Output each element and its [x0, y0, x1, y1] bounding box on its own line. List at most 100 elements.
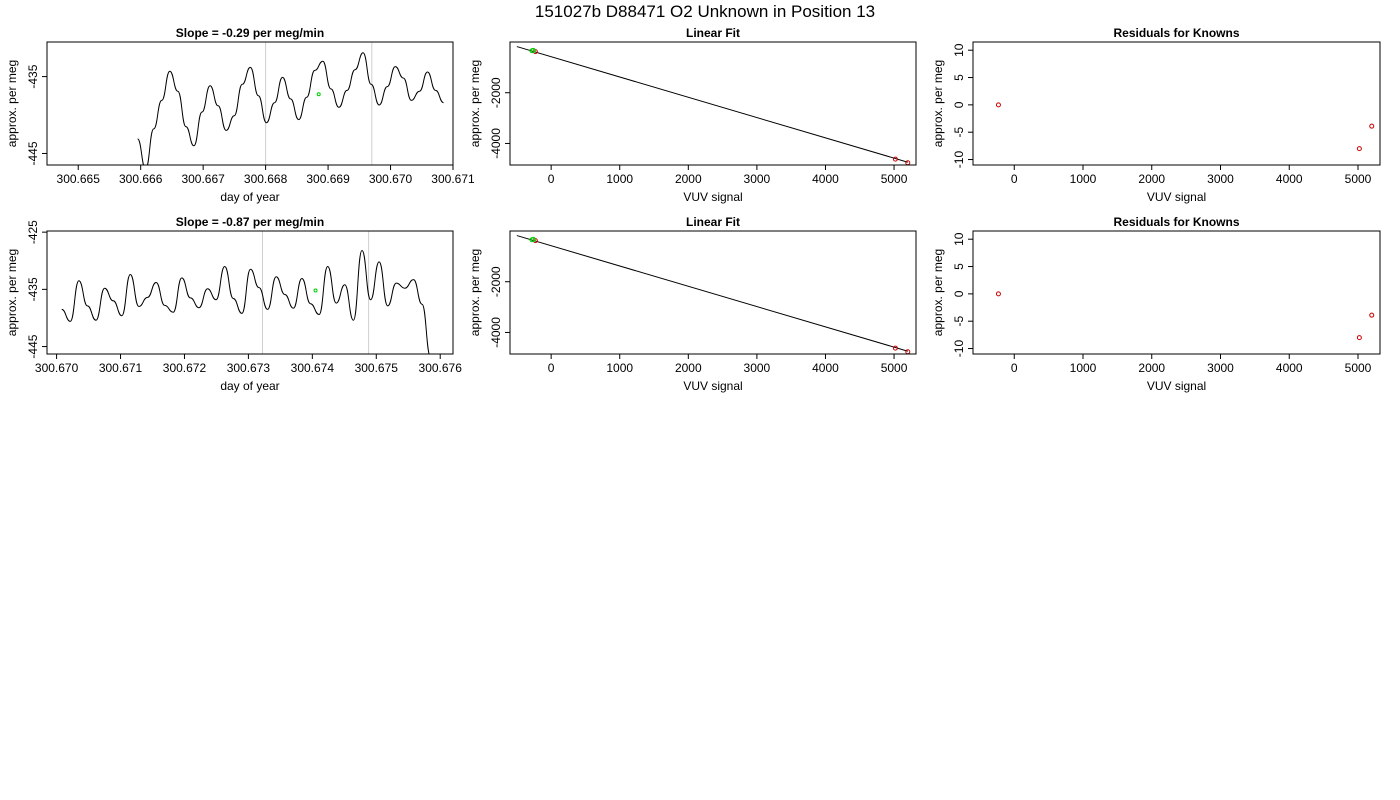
x-tick-label: 300.675: [355, 361, 399, 375]
x-tick-label: 2000: [675, 361, 702, 375]
x-axis-label: VUV signal: [683, 190, 742, 204]
y-tick-label: -445: [26, 334, 40, 358]
y-tick-label: 10: [952, 43, 966, 57]
x-tick-label: 4000: [1276, 172, 1303, 186]
x-tick-label: 300.673: [227, 361, 271, 375]
y-tick-label: 0: [952, 290, 966, 297]
x-tick-label: 0: [548, 361, 555, 375]
panel-1: Slope = -0.29 per meg/min 300.665 300.666 3…: [5, 26, 475, 204]
x-tick-label: 1000: [606, 172, 633, 186]
main-title: 151027b D88471 O2 Unknown in Position 13: [535, 2, 875, 21]
plot-frame: [509, 41, 917, 166]
y-tick-label: 5: [952, 263, 966, 270]
known-point: [905, 349, 911, 354]
y-tick-label: -2000: [489, 266, 503, 297]
x-tick-label: 300.667: [181, 172, 225, 186]
panel-title: Slope = -0.29 per meg/min: [176, 26, 324, 40]
panel-6: Residuals for Knowns 0 1000 2000 3000 4000 500…: [931, 215, 1381, 393]
marker-point: [313, 288, 318, 293]
x-tick-label: 3000: [1207, 172, 1234, 186]
y-axis-label: approx. per meg: [468, 249, 482, 336]
y-tick-label: -2000: [489, 77, 503, 108]
data-layer: [995, 291, 1375, 341]
panel-3: Residuals for Knowns 0 1000 2000 3000 4000 500…: [931, 26, 1381, 204]
y-tick-label: -435: [26, 64, 40, 88]
y-axis-label: approx. per meg: [931, 60, 945, 147]
x-tick-label: 5000: [1345, 361, 1372, 375]
y-axis-label: approx. per meg: [931, 249, 945, 336]
x-tick-label: 4000: [812, 361, 839, 375]
y-tick-label: -435: [26, 277, 40, 301]
x-tick-label: 3000: [744, 361, 771, 375]
x-tick-label: 300.665: [57, 172, 101, 186]
y-tick-label: 5: [952, 74, 966, 81]
y-tick-label: -4000: [489, 317, 503, 348]
x-tick-label: 2000: [1138, 172, 1165, 186]
unknown-point: [530, 47, 536, 53]
x-tick-label: 2000: [1138, 361, 1165, 375]
residual-point: [995, 102, 1001, 108]
x-tick-label: 1000: [1070, 361, 1097, 375]
y-tick-label: -5: [952, 127, 966, 138]
x-tick-label: 300.671: [431, 172, 475, 186]
residual-point: [1356, 146, 1362, 152]
y-tick-label: 10: [952, 232, 966, 246]
y-axis-label: approx. per meg: [5, 60, 19, 147]
x-tick-label: 300.670: [369, 172, 413, 186]
panel-2: Linear Fit 0 1000 2000 3000 4000 5000 -2000 -400…: [468, 26, 917, 204]
x-tick-label: 300.669: [306, 172, 350, 186]
panel-title: Linear Fit: [686, 215, 740, 229]
x-tick-label: 2000: [675, 172, 702, 186]
x-tick-label: 3000: [1207, 361, 1234, 375]
panel-4: Slope = -0.87 per meg/min 300.670 300.671 3…: [5, 215, 462, 393]
panel-title: Linear Fit: [686, 26, 740, 40]
residual-point: [1356, 335, 1362, 341]
x-tick-label: 300.668: [244, 172, 288, 186]
residual-point: [1369, 312, 1375, 318]
series-line: [137, 52, 444, 165]
y-axis-label: approx. per meg: [5, 249, 19, 336]
x-tick-label: 3000: [744, 172, 771, 186]
panel-5: Linear Fit 0 1000 2000 3000 4000 5000 -2000 -400…: [468, 215, 917, 393]
panel-title: Residuals for Knowns: [1113, 26, 1239, 40]
x-tick-label: 300.666: [119, 172, 163, 186]
panel-title: Residuals for Knowns: [1113, 215, 1239, 229]
panel-title: Slope = -0.87 per meg/min: [176, 215, 324, 229]
fit-line: [516, 235, 908, 352]
data-layer: [61, 231, 430, 354]
data-layer: [995, 102, 1375, 152]
y-tick-label: -5: [952, 316, 966, 327]
plot-frame: [972, 230, 1381, 355]
y-tick-label: -4000: [489, 128, 503, 159]
y-axis-label: approx. per meg: [468, 60, 482, 147]
data-layer: [137, 42, 444, 165]
x-tick-label: 1000: [606, 361, 633, 375]
x-tick-label: 1000: [1070, 172, 1097, 186]
known-point: [905, 160, 911, 165]
y-tick-label: -10: [952, 340, 966, 358]
x-tick-label: 300.672: [163, 361, 207, 375]
x-tick-label: 5000: [1345, 172, 1372, 186]
data-layer: [516, 46, 911, 165]
known-point: [892, 345, 898, 351]
x-tick-label: 4000: [812, 172, 839, 186]
x-tick-label: 5000: [881, 172, 908, 186]
y-tick-label: 0: [952, 101, 966, 108]
plot-frame: [46, 41, 454, 166]
known-point: [892, 156, 898, 162]
y-tick-label: -445: [26, 141, 40, 165]
unknown-point: [530, 236, 536, 242]
x-axis-label: VUV signal: [1147, 190, 1206, 204]
x-tick-label: 0: [1011, 172, 1018, 186]
series-line: [61, 249, 430, 354]
x-tick-label: 5000: [881, 361, 908, 375]
fit-line: [516, 46, 908, 163]
plot-frame: [509, 230, 917, 355]
x-tick-label: 4000: [1276, 361, 1303, 375]
x-tick-label: 300.671: [99, 361, 143, 375]
x-tick-label: 300.670: [35, 361, 79, 375]
x-axis-label: VUV signal: [1147, 379, 1206, 393]
x-axis-label: VUV signal: [683, 379, 742, 393]
data-layer: [516, 235, 911, 354]
marker-point: [316, 92, 321, 97]
